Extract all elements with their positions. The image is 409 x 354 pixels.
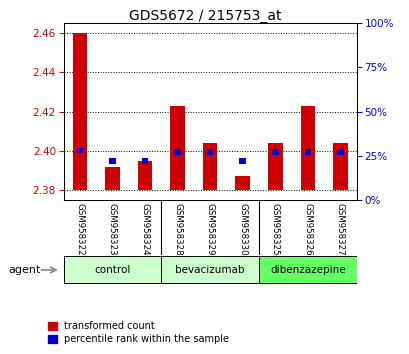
Text: GSM958329: GSM958329	[205, 203, 214, 255]
Bar	[72, 33, 87, 190]
Bar	[206, 149, 213, 155]
Text: GSM958330: GSM958330	[238, 203, 247, 255]
Bar	[267, 143, 282, 190]
Bar	[239, 158, 245, 164]
Bar	[109, 158, 115, 164]
Bar	[170, 105, 184, 190]
Text: bevacizumab: bevacizumab	[175, 265, 244, 275]
Bar	[76, 148, 83, 153]
Legend: transformed count, percentile rank within the sample: transformed count, percentile rank withi…	[48, 321, 229, 344]
Text: GSM958327: GSM958327	[335, 203, 344, 255]
Text: GSM958323: GSM958323	[108, 203, 117, 255]
Bar	[258, 256, 356, 284]
Bar	[105, 167, 119, 190]
Text: GSM958328: GSM958328	[173, 203, 182, 255]
Bar	[63, 256, 161, 284]
Bar	[300, 105, 315, 190]
Bar	[174, 149, 180, 155]
Text: agent: agent	[8, 265, 40, 275]
Text: control: control	[94, 265, 130, 275]
Bar	[202, 143, 217, 190]
Text: GSM958322: GSM958322	[75, 203, 84, 255]
Bar	[137, 161, 152, 190]
Bar	[304, 149, 310, 155]
Text: GSM958325: GSM958325	[270, 203, 279, 255]
Bar	[332, 143, 347, 190]
Bar	[161, 256, 258, 284]
Text: dibenzazepine: dibenzazepine	[270, 265, 345, 275]
Bar	[336, 149, 343, 155]
Text: GDS5672 / 215753_at: GDS5672 / 215753_at	[128, 9, 281, 23]
Bar	[271, 149, 278, 155]
Bar	[235, 176, 249, 190]
Text: GSM958326: GSM958326	[303, 203, 312, 255]
Bar	[142, 158, 148, 164]
Text: GSM958324: GSM958324	[140, 203, 149, 255]
